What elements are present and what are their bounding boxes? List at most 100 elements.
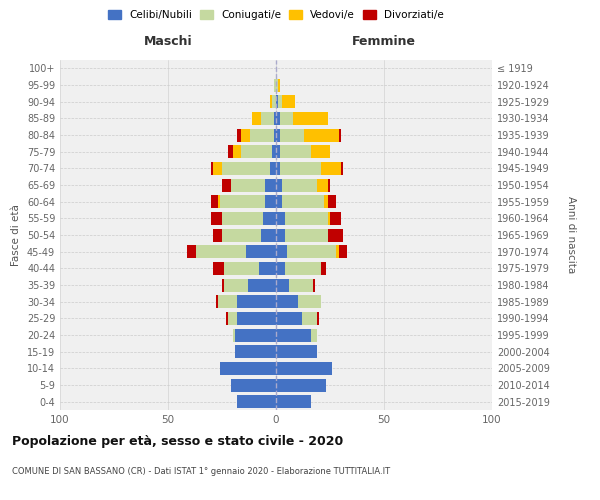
Bar	[237, 295, 276, 308]
Bar	[278, 95, 283, 108]
Bar	[233, 145, 241, 158]
Bar	[313, 278, 315, 291]
Bar	[222, 212, 263, 225]
Bar	[323, 195, 328, 208]
Bar	[215, 295, 218, 308]
Bar	[284, 228, 328, 241]
Bar	[298, 295, 322, 308]
Bar	[261, 228, 276, 241]
Bar	[230, 178, 265, 192]
Bar	[317, 312, 319, 325]
Bar	[276, 395, 311, 408]
Bar	[211, 212, 222, 225]
Bar	[322, 162, 341, 175]
Bar	[187, 245, 196, 258]
Bar	[280, 128, 304, 141]
Bar	[272, 145, 276, 158]
Bar	[289, 278, 313, 291]
Bar	[276, 295, 298, 308]
Legend: Celibi/Nubili, Coniugati/e, Vedovi/e, Divorziati/e: Celibi/Nubili, Coniugati/e, Vedovi/e, Di…	[104, 6, 448, 25]
Y-axis label: Fasce di età: Fasce di età	[11, 204, 21, 266]
Bar	[214, 162, 222, 175]
Bar	[274, 78, 276, 92]
Bar	[276, 212, 284, 225]
Bar	[276, 328, 311, 342]
Bar	[222, 278, 224, 291]
Bar	[302, 312, 317, 325]
Bar	[229, 312, 237, 325]
Bar	[265, 195, 276, 208]
Bar	[265, 178, 276, 192]
Bar	[269, 162, 276, 175]
Bar	[220, 362, 276, 375]
Bar	[276, 262, 284, 275]
Bar	[196, 245, 246, 258]
Bar	[250, 128, 274, 141]
Bar	[211, 195, 218, 208]
Bar	[276, 195, 283, 208]
Bar	[287, 245, 337, 258]
Text: Popolazione per età, sesso e stato civile - 2020: Popolazione per età, sesso e stato civil…	[12, 435, 343, 448]
Bar	[280, 112, 293, 125]
Bar	[259, 262, 276, 275]
Bar	[248, 278, 276, 291]
Bar	[337, 245, 338, 258]
Bar	[220, 195, 265, 208]
Y-axis label: Anni di nascita: Anni di nascita	[566, 196, 577, 274]
Bar	[261, 112, 274, 125]
Bar	[328, 195, 337, 208]
Bar	[276, 378, 326, 392]
Bar	[276, 228, 284, 241]
Bar	[311, 145, 330, 158]
Bar	[328, 228, 343, 241]
Bar	[222, 178, 230, 192]
Bar	[338, 245, 347, 258]
Bar	[229, 145, 233, 158]
Bar	[284, 262, 322, 275]
Bar	[276, 312, 302, 325]
Bar	[276, 178, 283, 192]
Bar	[230, 378, 276, 392]
Bar	[276, 278, 289, 291]
Bar	[276, 362, 332, 375]
Bar	[284, 212, 328, 225]
Bar	[233, 328, 235, 342]
Bar	[328, 212, 330, 225]
Bar	[276, 162, 280, 175]
Bar	[237, 312, 276, 325]
Bar	[274, 128, 276, 141]
Bar	[224, 262, 259, 275]
Bar	[272, 95, 276, 108]
Bar	[311, 328, 317, 342]
Bar	[338, 128, 341, 141]
Bar	[237, 395, 276, 408]
Bar	[214, 262, 224, 275]
Bar	[222, 162, 269, 175]
Bar	[269, 95, 272, 108]
Bar	[304, 128, 338, 141]
Bar	[283, 195, 323, 208]
Bar	[278, 78, 280, 92]
Bar	[211, 162, 214, 175]
Bar	[241, 128, 250, 141]
Bar	[280, 162, 322, 175]
Bar	[235, 328, 276, 342]
Bar	[280, 145, 311, 158]
Bar	[241, 145, 272, 158]
Bar	[283, 95, 295, 108]
Bar	[322, 262, 326, 275]
Bar	[276, 145, 280, 158]
Bar	[224, 278, 248, 291]
Bar	[214, 228, 222, 241]
Bar	[237, 128, 241, 141]
Bar	[274, 112, 276, 125]
Bar	[293, 112, 328, 125]
Bar	[226, 312, 229, 325]
Bar	[276, 128, 280, 141]
Bar	[276, 245, 287, 258]
Bar	[276, 78, 278, 92]
Bar	[283, 178, 317, 192]
Bar	[218, 295, 237, 308]
Bar	[246, 245, 276, 258]
Text: COMUNE DI SAN BASSANO (CR) - Dati ISTAT 1° gennaio 2020 - Elaborazione TUTTITALI: COMUNE DI SAN BASSANO (CR) - Dati ISTAT …	[12, 468, 390, 476]
